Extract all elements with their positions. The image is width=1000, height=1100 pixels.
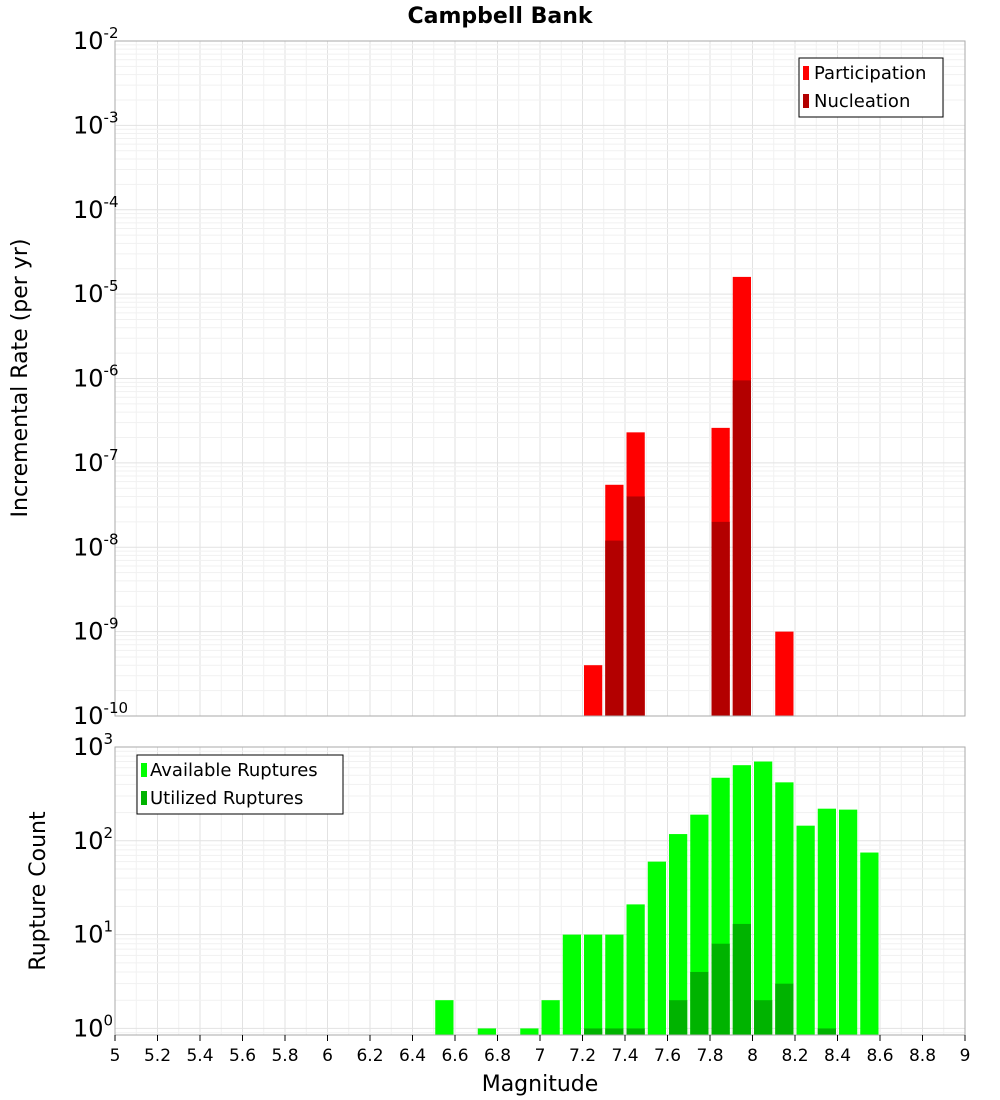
legend-swatch-participation bbox=[803, 66, 809, 80]
rate-legend-box bbox=[798, 57, 944, 118]
count-bar-utilized-ruptures bbox=[626, 1028, 645, 1035]
rate-bar-nucleation bbox=[626, 496, 645, 716]
count-bar-available-ruptures bbox=[477, 1028, 496, 1035]
x-tick-label: 6.2 bbox=[356, 1046, 383, 1066]
legend-swatch-nucleation bbox=[803, 94, 809, 108]
x-tick-label: 8.4 bbox=[824, 1046, 851, 1066]
chart-title: Campbell Bank bbox=[408, 4, 594, 29]
x-tick-label: 7.6 bbox=[654, 1046, 681, 1066]
rate-bar-participation bbox=[584, 665, 603, 716]
count-bar-utilized-ruptures bbox=[754, 1000, 773, 1035]
count-y-tick-label: 103 bbox=[73, 730, 113, 761]
rate-y-tick-label: 10-4 bbox=[73, 193, 119, 224]
legend-label-utilized: Utilized Ruptures bbox=[150, 788, 303, 809]
rate-y-tick-label: 10-6 bbox=[73, 362, 119, 393]
legend-swatch-utilized bbox=[141, 791, 147, 805]
count-bar-available-ruptures bbox=[584, 934, 603, 1035]
count-bar-available-ruptures bbox=[796, 825, 815, 1035]
x-tick-label: 8.2 bbox=[781, 1046, 808, 1066]
x-tick-label: 6.4 bbox=[399, 1046, 426, 1066]
count-bar-available-ruptures bbox=[839, 809, 858, 1035]
x-tick-label: 8.8 bbox=[909, 1046, 936, 1066]
legend-label-participation: Participation bbox=[814, 63, 926, 84]
count-bar-available-ruptures bbox=[669, 834, 688, 1035]
count-bar-available-ruptures bbox=[626, 904, 645, 1035]
legend-swatch-available bbox=[141, 763, 147, 777]
x-tick-label: 8.6 bbox=[866, 1046, 893, 1066]
count-bar-available-ruptures bbox=[562, 934, 581, 1035]
count-y-tick-label: 101 bbox=[73, 918, 113, 949]
rate-y-ticks: 10-10 10-9 10-8 10-7 10-6 10-5 10-4 10-3 10-2 bbox=[73, 24, 128, 730]
x-tick-label: 8 bbox=[747, 1046, 758, 1066]
count-bar-utilized-ruptures bbox=[775, 983, 794, 1035]
rate-y-tick-label: 10-9 bbox=[73, 615, 119, 646]
count-bar-available-ruptures bbox=[541, 1000, 560, 1035]
count-y-tick-label: 102 bbox=[73, 824, 113, 855]
x-tick-label: 5.2 bbox=[144, 1046, 171, 1066]
x-tick-label: 7 bbox=[535, 1046, 546, 1066]
x-tick-label: 5 bbox=[110, 1046, 121, 1066]
count-bar-utilized-ruptures bbox=[669, 1000, 688, 1035]
rate-y-tick-label: 10-7 bbox=[73, 446, 119, 477]
count-panel: 100 101 102 103 Rupture Count Available Rup… bbox=[26, 730, 966, 1042]
rate-plot-frame bbox=[114, 40, 966, 717]
count-bar-available-ruptures bbox=[817, 808, 836, 1035]
count-bar-utilized-ruptures bbox=[817, 1028, 836, 1035]
count-y-tick-label: 100 bbox=[73, 1011, 113, 1042]
rate-y-tick-label: 10-5 bbox=[73, 277, 119, 308]
rate-y-tick-label: 10-10 bbox=[73, 699, 128, 730]
legend-label-nucleation: Nucleation bbox=[814, 91, 910, 112]
x-tick-label: 7.2 bbox=[569, 1046, 596, 1066]
x-tick-label: 6.6 bbox=[441, 1046, 468, 1066]
x-axis-label: Magnitude bbox=[482, 1072, 599, 1097]
rate-bars bbox=[584, 276, 794, 716]
x-axis: 5 5.2 5.4 5.6 5.8 6 6.2 6.4 6.6 6.8 7 7.2 7.4 7.6 7.8 8… bbox=[110, 1035, 971, 1066]
count-bar-available-ruptures bbox=[605, 934, 624, 1035]
x-tick-label: 9 bbox=[960, 1046, 971, 1066]
rate-panel: 10-10 10-9 10-8 10-7 10-6 10-5 10-4 10-3 10-2 In… bbox=[8, 24, 966, 730]
count-legend: Available Ruptures Utilized Ruptures bbox=[136, 754, 344, 815]
count-bar-utilized-ruptures bbox=[605, 1028, 624, 1035]
legend-label-available: Available Ruptures bbox=[150, 760, 318, 781]
rate-y-axis-label: Incremental Rate (per yr) bbox=[8, 239, 33, 518]
count-bar-available-ruptures bbox=[435, 1000, 454, 1035]
count-y-axis-label: Rupture Count bbox=[26, 811, 51, 971]
rate-y-tick-label: 10-8 bbox=[73, 530, 119, 561]
x-tick-label: 5.4 bbox=[186, 1046, 213, 1066]
x-tick-label: 7.4 bbox=[611, 1046, 638, 1066]
count-bar-utilized-ruptures bbox=[732, 923, 751, 1035]
count-bar-utilized-ruptures bbox=[584, 1028, 603, 1035]
count-y-ticks: 100 101 102 103 bbox=[73, 730, 113, 1042]
x-tick-label: 5.6 bbox=[229, 1046, 256, 1066]
count-bar-available-ruptures bbox=[647, 861, 666, 1035]
count-bar-available-ruptures bbox=[775, 782, 794, 1035]
x-tick-label: 6 bbox=[322, 1046, 333, 1066]
x-tick-label: 7.8 bbox=[696, 1046, 723, 1066]
rate-bar-nucleation bbox=[711, 521, 730, 716]
rate-y-tick-label: 10-3 bbox=[73, 108, 119, 139]
count-bars bbox=[435, 761, 879, 1035]
rate-bar-participation bbox=[775, 631, 794, 716]
count-bar-available-ruptures bbox=[860, 852, 879, 1035]
rate-bar-nucleation bbox=[732, 380, 751, 716]
rate-gridlines bbox=[114, 41, 966, 717]
rate-bar-nucleation bbox=[605, 540, 624, 716]
rate-y-tick-label: 10-2 bbox=[73, 24, 119, 55]
count-bar-available-ruptures bbox=[754, 761, 773, 1035]
count-bar-available-ruptures bbox=[520, 1028, 539, 1035]
count-bar-utilized-ruptures bbox=[711, 943, 730, 1035]
count-legend-box bbox=[136, 754, 344, 815]
count-bar-utilized-ruptures bbox=[690, 971, 709, 1035]
x-tick-label: 5.8 bbox=[271, 1046, 298, 1066]
x-tick-label: 6.8 bbox=[484, 1046, 511, 1066]
rate-legend: Participation Nucleation bbox=[798, 57, 944, 118]
